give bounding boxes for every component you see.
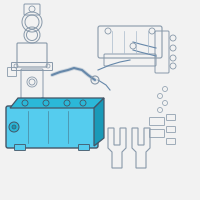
Circle shape bbox=[22, 100, 28, 106]
Polygon shape bbox=[94, 98, 104, 146]
Circle shape bbox=[64, 100, 70, 106]
Circle shape bbox=[9, 122, 19, 132]
Polygon shape bbox=[10, 98, 104, 108]
FancyBboxPatch shape bbox=[78, 144, 90, 150]
Circle shape bbox=[80, 100, 86, 106]
Circle shape bbox=[12, 125, 16, 129]
FancyBboxPatch shape bbox=[14, 144, 26, 150]
FancyBboxPatch shape bbox=[6, 106, 98, 148]
Circle shape bbox=[43, 100, 49, 106]
